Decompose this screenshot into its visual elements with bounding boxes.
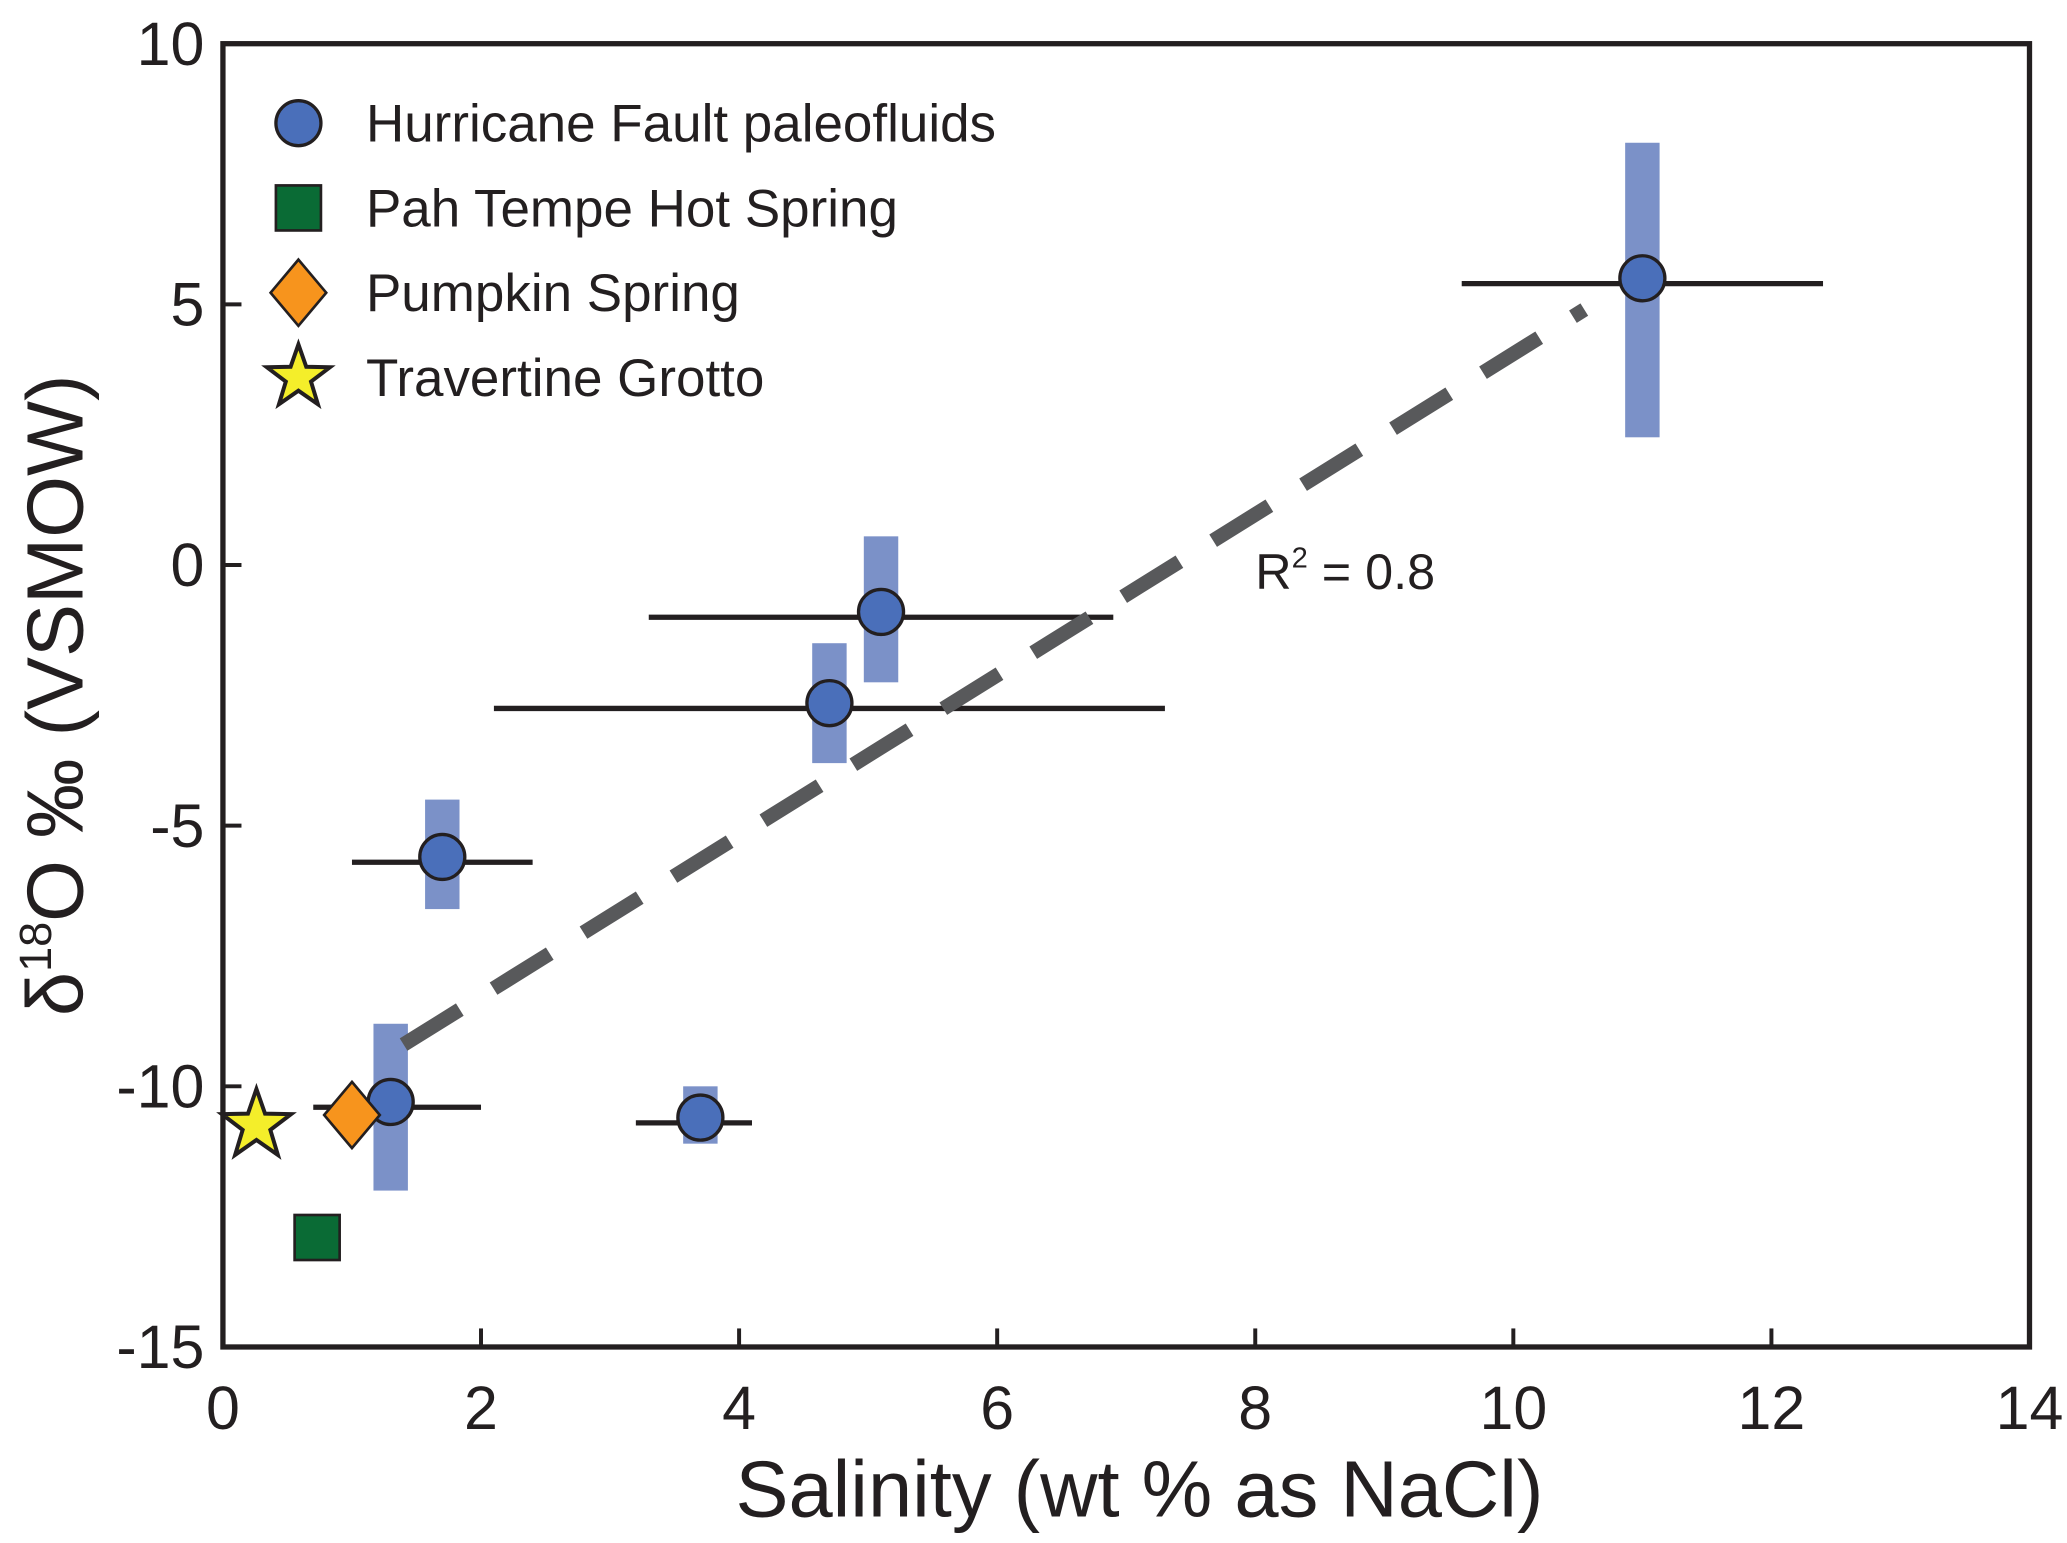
x-tick-label: 6 bbox=[980, 1374, 1014, 1442]
legend-diamond-icon bbox=[268, 257, 328, 328]
y-tick-label: 10 bbox=[137, 10, 205, 78]
x-tick-label: 4 bbox=[722, 1374, 756, 1442]
x-tick-label: 12 bbox=[1738, 1374, 1806, 1442]
x-tick-label: 0 bbox=[206, 1374, 240, 1442]
data-point-circle bbox=[418, 832, 467, 882]
axis-ticks: 0 2 4 6 8 10 12 14 -15 -10 -5 0 5 10 bbox=[116, 10, 2063, 1442]
x-tick-label: 10 bbox=[1479, 1374, 1547, 1442]
y-tick-label: -5 bbox=[150, 792, 204, 860]
data-point-star bbox=[216, 1082, 297, 1160]
y-tick-label: -10 bbox=[116, 1053, 204, 1121]
data-point-circle bbox=[1618, 254, 1667, 303]
data-point-square bbox=[293, 1213, 341, 1262]
x-tick-label: 8 bbox=[1238, 1374, 1272, 1442]
x-tick-label: 14 bbox=[1996, 1374, 2064, 1442]
r-squared-annotation: R2 = 0.8 bbox=[1255, 543, 1435, 600]
legend-square-icon bbox=[274, 184, 323, 232]
y-tick-label: 5 bbox=[171, 271, 205, 339]
data-point-diamond bbox=[322, 1079, 382, 1151]
legend-label: Pah Tempe Hot Spring bbox=[366, 179, 898, 238]
data-point-circle bbox=[676, 1093, 725, 1142]
x-tick-label: 2 bbox=[464, 1374, 498, 1442]
legend: Hurricane Fault paleofluids Pah Tempe Hot… bbox=[261, 95, 996, 410]
data-point-circle bbox=[856, 587, 906, 637]
legend-label: Travertine Grotto bbox=[366, 349, 764, 408]
legend-label: Hurricane Fault paleofluids bbox=[366, 95, 996, 154]
data-points bbox=[216, 254, 1667, 1262]
legend-star-icon bbox=[261, 338, 336, 410]
y-tick-label: 0 bbox=[171, 531, 205, 599]
legend-item: Hurricane Fault paleofluids bbox=[274, 95, 996, 154]
trend-line bbox=[399, 303, 1589, 1051]
legend-label: Pumpkin Spring bbox=[366, 264, 740, 323]
y-tick-label: -15 bbox=[116, 1313, 204, 1381]
data-point-circle bbox=[805, 678, 854, 728]
legend-item: Pah Tempe Hot Spring bbox=[274, 179, 898, 238]
legend-item: Travertine Grotto bbox=[261, 338, 764, 410]
plot-frame bbox=[220, 41, 2033, 1350]
x-axis-label: Salinity (wt % as NaCl) bbox=[735, 1445, 1543, 1534]
legend-circle-icon bbox=[274, 99, 323, 148]
legend-item: Pumpkin Spring bbox=[268, 257, 740, 328]
y-axis-label: δ18O ‰ (VSMOW) bbox=[10, 375, 100, 1017]
